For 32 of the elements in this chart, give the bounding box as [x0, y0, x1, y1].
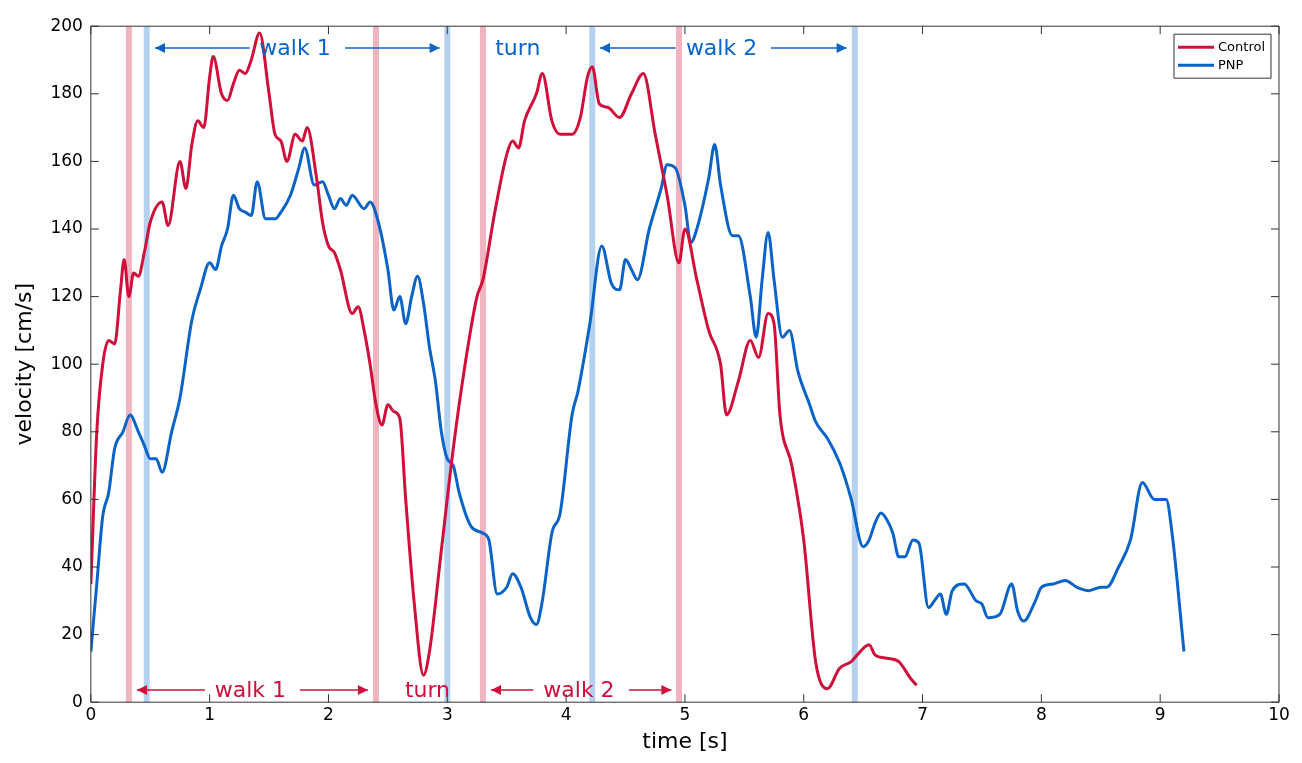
x-tick-label: 1: [204, 703, 216, 724]
x-tick-label: 9: [1154, 703, 1166, 724]
x-axis-title: time [s]: [642, 727, 728, 753]
y-tick-label: 40: [61, 555, 83, 576]
annotation: turn: [495, 34, 541, 63]
legend-label: Control: [1218, 38, 1266, 54]
annotation: walk 2: [543, 676, 615, 705]
legend-label: PNP: [1218, 56, 1244, 72]
y-tick-label: 60: [61, 487, 83, 508]
y-tick-label: 80: [61, 420, 83, 441]
x-tick-label: 7: [917, 703, 928, 724]
line-series: [90, 143, 1186, 653]
y-tick-label: 160: [50, 149, 83, 170]
y-tick-label: 180: [50, 82, 83, 103]
annotation: walk 1: [214, 676, 287, 705]
x-tick-label: 10: [1268, 703, 1290, 724]
y-tick-label: 0: [72, 690, 83, 711]
x-tick-label: 2: [323, 703, 334, 724]
x-tick-label: 6: [798, 703, 810, 724]
y-tick-label: 20: [61, 623, 83, 644]
y-axis-title: velocity [cm/s]: [10, 282, 36, 446]
y-tick-label: 140: [50, 217, 83, 238]
annotation: turn: [404, 676, 451, 705]
annotation: walk 2: [685, 34, 758, 63]
y-tick-label: 200: [50, 14, 83, 35]
y-tick-label: 120: [50, 285, 83, 306]
y-tick-label: 100: [50, 352, 83, 373]
x-tick-label: 8: [1035, 703, 1047, 724]
x-tick-label: 3: [441, 703, 453, 724]
x-tick-label: 5: [679, 703, 691, 724]
x-tick-label: 0: [85, 703, 97, 724]
x-tick-label: 4: [560, 703, 572, 724]
